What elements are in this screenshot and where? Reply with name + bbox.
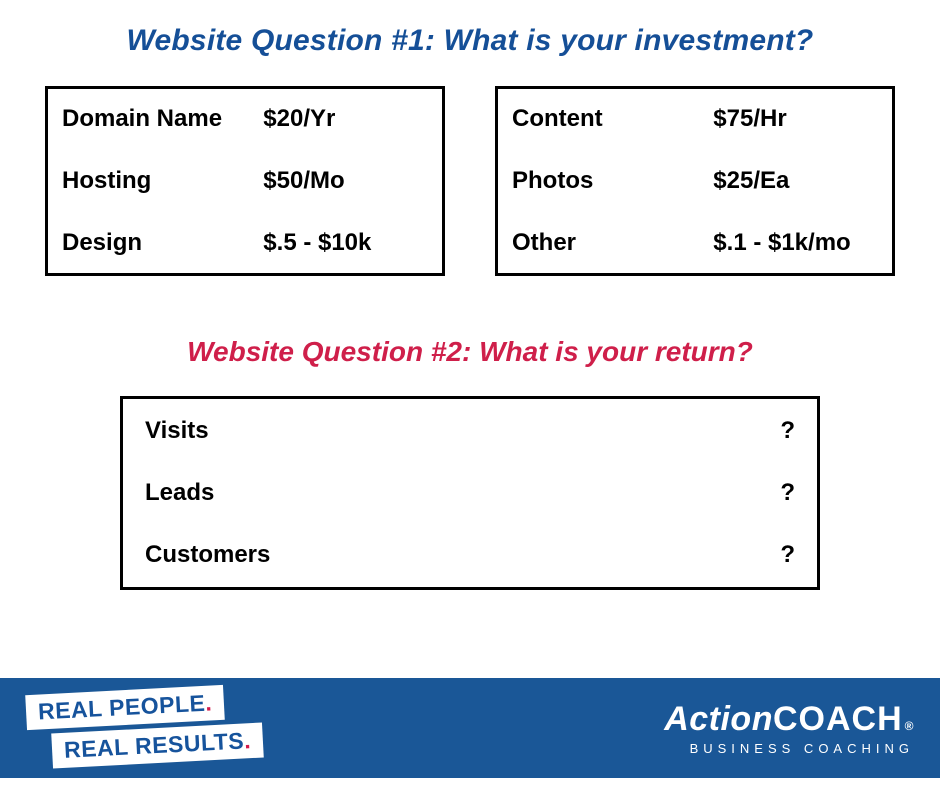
return-box: Visits ? Leads ? Customers ? xyxy=(120,396,820,590)
cost-label: Hosting xyxy=(62,167,263,195)
tagline-dot: . xyxy=(243,727,251,753)
return-label: Customers xyxy=(145,541,270,569)
return-value: ? xyxy=(780,541,795,569)
tagline-bot-text: REAL RESULTS xyxy=(63,727,244,762)
slide: Website Question #1: What is your invest… xyxy=(0,0,940,788)
brand-main: ActionCOACH® xyxy=(664,702,914,736)
cost-value: $50/Mo xyxy=(263,167,428,195)
table-row: Content $75/Hr xyxy=(512,99,878,139)
table-row: Design $.5 - $10k xyxy=(62,223,428,263)
cost-value: $25/Ea xyxy=(713,167,878,195)
heading-investment: Website Question #1: What is your invest… xyxy=(0,0,940,58)
return-value: ? xyxy=(780,417,795,445)
cost-label: Other xyxy=(512,229,713,257)
tagline-bottom: REAL RESULTS. xyxy=(51,722,264,768)
investment-box-left: Domain Name $20/Yr Hosting $50/Mo Design… xyxy=(45,86,445,276)
cost-value: $.1 - $1k/mo xyxy=(713,229,878,257)
cost-value: $75/Hr xyxy=(713,105,878,133)
cost-label: Domain Name xyxy=(62,105,263,133)
table-row: Visits ? xyxy=(145,411,795,451)
table-row: Domain Name $20/Yr xyxy=(62,99,428,139)
return-label: Leads xyxy=(145,479,214,507)
brand-registered: ® xyxy=(905,720,914,732)
cost-value: $.5 - $10k xyxy=(263,229,428,257)
brand-logo: ActionCOACH® BUSINESS COACHING xyxy=(664,702,914,755)
investment-tables: Domain Name $20/Yr Hosting $50/Mo Design… xyxy=(0,86,940,276)
tagline: REAL PEOPLE. REAL RESULTS. xyxy=(26,688,316,768)
cost-label: Content xyxy=(512,105,713,133)
cost-label: Design xyxy=(62,229,263,257)
footer-banner: REAL PEOPLE. REAL RESULTS. ActionCOACH® … xyxy=(0,678,940,778)
table-row: Customers ? xyxy=(145,535,795,575)
brand-action: Action xyxy=(664,702,773,736)
return-value: ? xyxy=(780,479,795,507)
tagline-top: REAL PEOPLE. xyxy=(25,685,225,730)
investment-box-right: Content $75/Hr Photos $25/Ea Other $.1 -… xyxy=(495,86,895,276)
return-label: Visits xyxy=(145,417,209,445)
table-row: Hosting $50/Mo xyxy=(62,161,428,201)
brand-coach: COACH xyxy=(773,702,903,736)
cost-label: Photos xyxy=(512,167,713,195)
table-row: Photos $25/Ea xyxy=(512,161,878,201)
heading-return: Website Question #2: What is your return… xyxy=(0,336,940,368)
tagline-top-text: REAL PEOPLE xyxy=(37,690,206,725)
tagline-dot: . xyxy=(205,689,213,715)
brand-subtitle: BUSINESS COACHING xyxy=(664,742,914,755)
table-row: Other $.1 - $1k/mo xyxy=(512,223,878,263)
table-row: Leads ? xyxy=(145,473,795,513)
cost-value: $20/Yr xyxy=(263,105,428,133)
